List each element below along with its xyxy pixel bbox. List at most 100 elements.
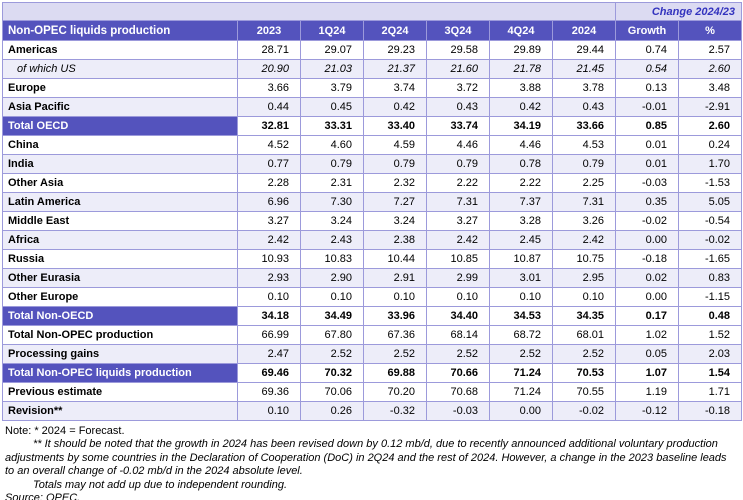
cell-value: 0.00 [615,287,680,307]
row-label: Previous estimate [2,382,238,402]
cell-value: -1.53 [678,173,743,193]
cell-value: 0.42 [489,97,553,117]
change-header-label: Change 2024/23 [615,2,743,21]
cell-value: 29.23 [363,40,427,60]
note-source: Source: OPEC. [5,492,81,500]
cell-value: 33.31 [300,116,364,136]
cell-value: 71.24 [489,363,553,383]
cell-value: 0.26 [300,401,364,421]
table-row: Revision** 0.10 0.26 -0.32 -0.03 0.00 -0.02 -0.… [2,401,743,421]
cell-value: 0.78 [489,154,553,174]
cell-value: 10.44 [363,249,427,269]
cell-value: 10.83 [300,249,364,269]
cell-value: 0.77 [237,154,301,174]
cell-value: 70.53 [551,363,617,383]
row-label: of which US [2,59,238,79]
cell-value: 32.81 [237,116,301,136]
row-label: Asia Pacific [2,97,238,117]
cell-value: 2.43 [300,230,364,250]
cell-value: 4.60 [300,135,364,155]
row-label: Africa [2,230,238,250]
row-label: Latin America [2,192,238,212]
row-label: China [2,135,238,155]
row-label: Americas [2,40,238,60]
cell-value: 1.02 [615,325,680,345]
cell-value: 2.31 [300,173,364,193]
cell-value: 29.07 [300,40,364,60]
cell-value: 0.05 [615,344,680,364]
cell-value: 2.22 [426,173,490,193]
table-row: Latin America 6.96 7.30 7.27 7.31 7.37 7.31 0.3… [2,192,743,212]
cell-value: 0.10 [363,287,427,307]
cell-value: 69.46 [237,363,301,383]
row-label: Total Non-OPEC production [2,325,238,345]
cell-value: 70.66 [426,363,490,383]
cell-value: 1.07 [615,363,680,383]
table-row: Europe 3.66 3.79 3.74 3.72 3.88 3.78 0.13 3.48 [2,78,743,98]
cell-value: 0.85 [615,116,680,136]
table-row: Other Asia 2.28 2.31 2.32 2.22 2.22 2.25 -0.03-… [2,173,743,193]
row-label: Total Non-OECD [2,306,238,326]
cell-value: 21.78 [489,59,553,79]
cell-value: 68.72 [489,325,553,345]
cell-value: 1.70 [678,154,743,174]
row-label: Total Non-OPEC liquids production [2,363,238,383]
cell-value: 0.13 [615,78,680,98]
cell-value: 3.79 [300,78,364,98]
cell-value: 0.10 [489,287,553,307]
cell-value: 0.74 [615,40,680,60]
cell-value: 0.10 [551,287,617,307]
cell-value: -0.18 [615,249,680,269]
table-row: Previous estimate 69.36 70.06 70.20 70.68 71.… [2,382,743,402]
cell-value: 0.79 [426,154,490,174]
cell-value: 0.10 [237,287,301,307]
cell-value: 34.49 [300,306,364,326]
cell-value: 3.24 [363,211,427,231]
cell-value: 1.71 [678,382,743,402]
cell-value: 10.87 [489,249,553,269]
cell-value: 29.58 [426,40,490,60]
cell-value: 0.43 [426,97,490,117]
table-row: of which US 20.90 21.03 21.37 21.60 21.78 21.4… [2,59,743,79]
cell-value: 0.44 [237,97,301,117]
cell-value: 7.30 [300,192,364,212]
cell-value: 0.79 [300,154,364,174]
cell-value: 2.99 [426,268,490,288]
cell-value: 4.52 [237,135,301,155]
table-row: Total Non-OPEC production 66.99 67.80 67.36… [2,325,743,345]
cell-value: 70.32 [300,363,364,383]
table-row: Americas 28.71 29.07 29.23 29.58 29.89 29.44 0.… [2,40,743,60]
row-label: Processing gains [2,344,238,364]
cell-value: 34.53 [489,306,553,326]
column-header: 2Q24 [363,20,427,41]
note-forecast: Note: * 2024 = Forecast. [5,425,125,437]
cell-value: 67.80 [300,325,364,345]
column-header: Growth [615,20,680,41]
footnotes: Note: * 2024 = Forecast. ** It should be… [2,421,741,500]
row-label: Other Europe [2,287,238,307]
cell-value: -0.01 [615,97,680,117]
cell-value: 33.40 [363,116,427,136]
cell-value: 10.93 [237,249,301,269]
cell-value: 2.52 [489,344,553,364]
cell-value: 10.85 [426,249,490,269]
cell-value: -0.54 [678,211,743,231]
row-label: Middle East [2,211,238,231]
cell-value: 0.10 [300,287,364,307]
cell-value: 7.31 [551,192,617,212]
cell-value: 0.02 [615,268,680,288]
table-row: Africa 2.42 2.43 2.38 2.42 2.45 2.42 0.00 -0.02 [2,230,743,250]
cell-value: 2.42 [551,230,617,250]
row-label: Revision** [2,401,238,421]
note-rounding: Totals may not add up due to independent… [33,478,288,491]
change-header-spacer [1,2,617,21]
cell-value: 3.26 [551,211,617,231]
cell-value: 4.46 [489,135,553,155]
cell-value: 34.35 [551,306,617,326]
cell-value: 2.42 [237,230,301,250]
table-row: Other Eurasia 2.93 2.90 2.91 2.99 3.01 2.95 0.0… [2,268,743,288]
cell-value: -0.02 [551,401,617,421]
cell-value: 1.54 [678,363,743,383]
cell-value: 0.10 [237,401,301,421]
